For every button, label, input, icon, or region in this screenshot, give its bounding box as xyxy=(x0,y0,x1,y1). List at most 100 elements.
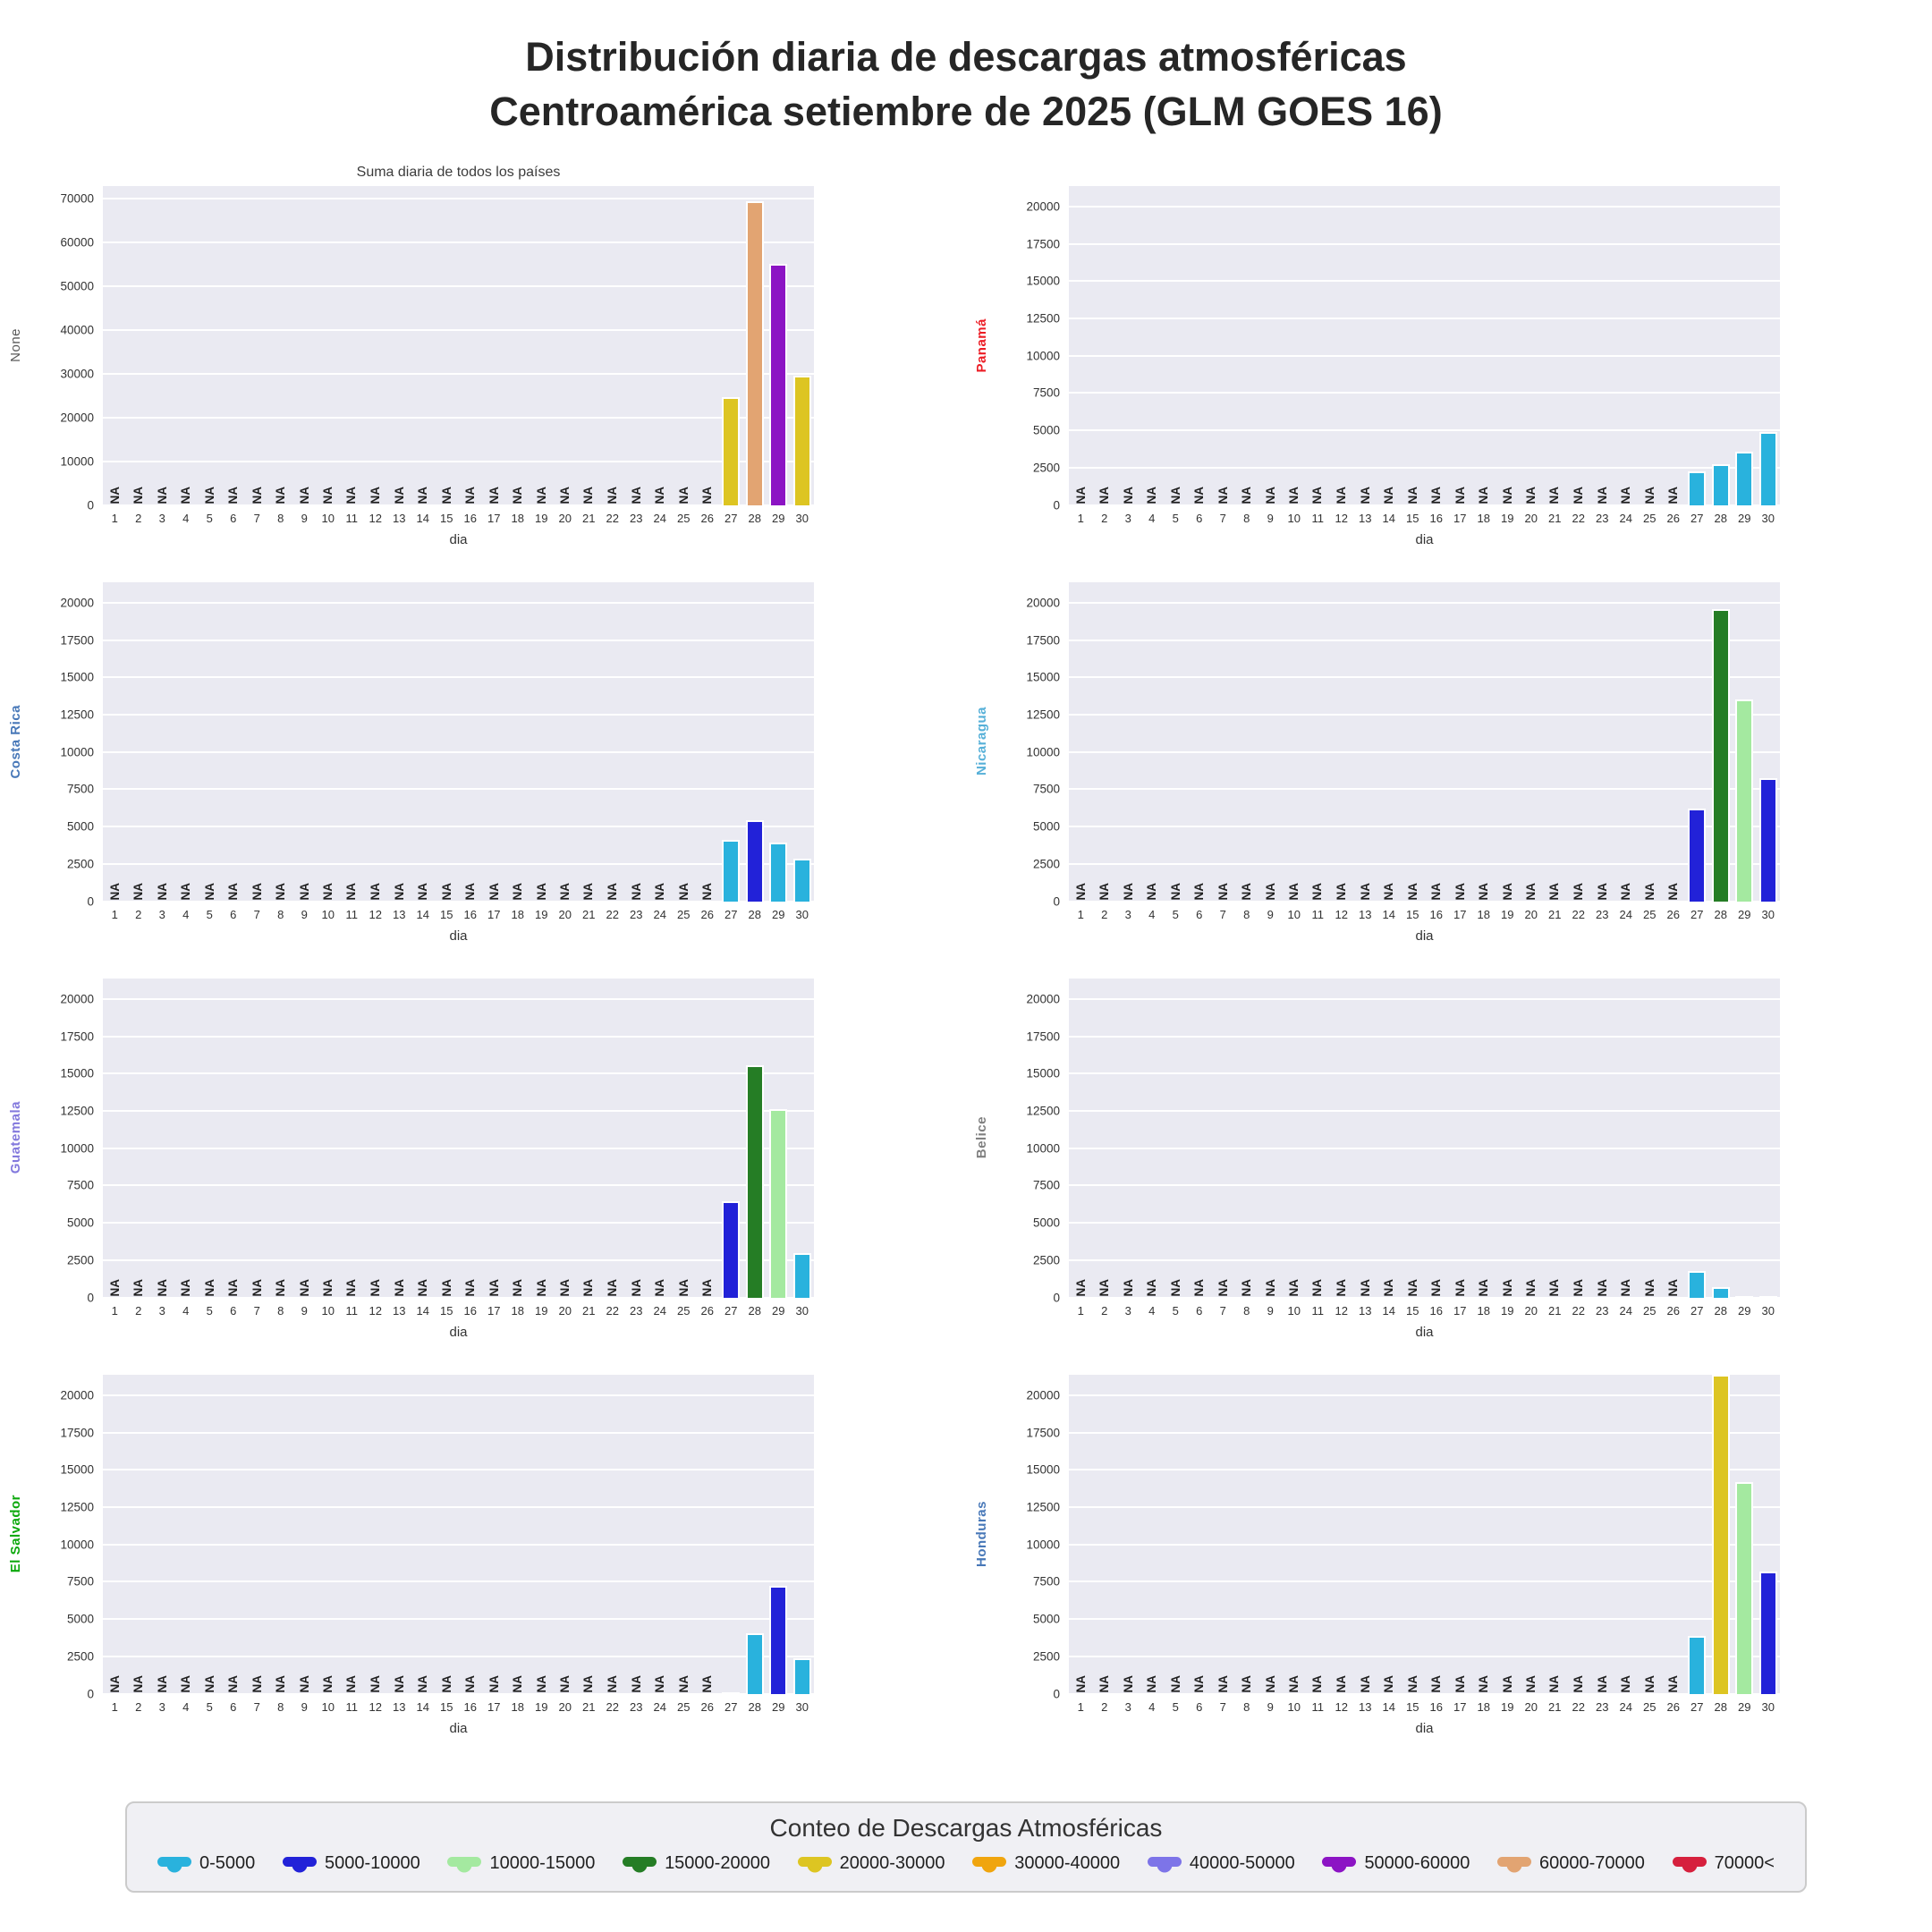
na-label: NA xyxy=(1401,883,1425,901)
na-label-text: NA xyxy=(606,883,619,901)
gridline xyxy=(1069,862,1780,865)
page-title-line1: Distribución diaria de descargas atmosfé… xyxy=(525,34,1407,80)
x-axis-label: dia xyxy=(449,1720,468,1736)
na-label-text: NA xyxy=(155,1675,169,1693)
na-label: NA xyxy=(554,1279,578,1297)
na-label: NA xyxy=(1164,1675,1188,1693)
bar-day-27 xyxy=(722,840,741,902)
subplot-title xyxy=(1069,1348,1780,1375)
na-label-text: NA xyxy=(1618,487,1632,504)
x-tick-label: 12 xyxy=(1335,908,1348,921)
na-label: NA xyxy=(1567,1675,1591,1693)
x-tick-label: 16 xyxy=(1429,512,1443,525)
gridline xyxy=(1069,1258,1780,1261)
y-axis-label-text: Belice xyxy=(974,1116,989,1159)
x-tick-label: 29 xyxy=(772,908,785,921)
x-tick-label: 26 xyxy=(1666,908,1680,921)
y-tick-label: 2500 xyxy=(1032,1649,1060,1664)
na-label: NA xyxy=(672,1279,696,1297)
x-ticks: 1 2 3 4 5 6 7 8 9 10 11 12 13 14 15 16 17 18 19 20 21 22 23 24 2… xyxy=(103,505,814,532)
x-tick-label: 9 xyxy=(1267,1700,1274,1714)
na-label: NA xyxy=(221,1279,245,1297)
na-label: NA xyxy=(1496,487,1520,504)
x-tick-label: 2 xyxy=(1101,908,1108,921)
x-tick-label: 11 xyxy=(1311,1700,1325,1714)
na-label: NA xyxy=(1638,883,1662,901)
na-label: NA xyxy=(127,883,151,901)
gridline xyxy=(103,1184,814,1187)
x-tick-label: 11 xyxy=(1311,1304,1325,1318)
na-label-text: NA xyxy=(1335,487,1348,504)
na-label-text: NA xyxy=(321,1279,335,1297)
legend-marker-dot xyxy=(1506,1857,1522,1873)
bar-day-27 xyxy=(1688,1636,1707,1694)
x-tick-label: 16 xyxy=(463,908,477,921)
x-tick-label: 24 xyxy=(653,1700,666,1714)
na-label: NA xyxy=(1662,1279,1686,1297)
na-label: NA xyxy=(340,1675,364,1693)
y-tick-label: 7500 xyxy=(66,1178,94,1192)
na-label-text: NA xyxy=(1310,883,1325,901)
gridline xyxy=(1069,392,1780,394)
na-label-text: NA xyxy=(1216,883,1230,901)
na-label-text: NA xyxy=(1405,883,1419,901)
na-label: NA xyxy=(1330,487,1354,504)
na-label-text: NA xyxy=(202,1675,216,1693)
x-tick-label: 23 xyxy=(1596,1700,1609,1714)
na-label-text: NA xyxy=(131,487,145,504)
x-tick-label: 3 xyxy=(1124,1304,1131,1318)
na-label: NA xyxy=(1520,487,1544,504)
gridline xyxy=(1069,639,1780,641)
x-tick-label: 29 xyxy=(772,1304,785,1318)
y-axis-label-text: Guatemala xyxy=(8,1101,23,1174)
bar-day-29 xyxy=(769,1585,788,1694)
x-tick-label: 3 xyxy=(158,1304,165,1318)
x-tick-label: 24 xyxy=(1619,1304,1632,1318)
x-tick-label: 8 xyxy=(277,908,284,921)
na-label: NA xyxy=(577,1675,601,1693)
x-tick-label: 15 xyxy=(1406,908,1419,921)
na-label: NA xyxy=(1496,1675,1520,1693)
na-label-text: NA xyxy=(1547,883,1562,901)
na-label: NA xyxy=(1069,1279,1093,1297)
gridline xyxy=(1069,429,1780,432)
x-tick-label: 12 xyxy=(1335,1304,1348,1318)
na-label: NA xyxy=(1614,1675,1638,1693)
x-tick-label: 14 xyxy=(416,1700,429,1714)
x-tick-label: 20 xyxy=(558,1700,572,1714)
na-label: NA xyxy=(1472,1279,1496,1297)
na-label: NA xyxy=(1472,1675,1496,1693)
na-label: NA xyxy=(317,1675,341,1693)
y-tick-label: 20000 xyxy=(60,992,94,1006)
bar-day-27 xyxy=(722,1200,741,1298)
na-label-text: NA xyxy=(1595,487,1609,504)
gridline xyxy=(1069,1222,1780,1224)
x-tick-label: 17 xyxy=(1453,512,1467,525)
na-label: NA xyxy=(364,1279,388,1297)
x-tick-label: 20 xyxy=(1524,1304,1538,1318)
bar-day-27 xyxy=(1688,470,1707,505)
na-label: NA xyxy=(1377,1279,1402,1297)
na-label-text: NA xyxy=(1191,883,1206,901)
y-axis-label: Costa Rica xyxy=(0,582,31,902)
gridline xyxy=(103,1431,814,1434)
na-label: NA xyxy=(435,1675,459,1693)
na-label-text: NA xyxy=(1500,487,1514,504)
na-label: NA xyxy=(1330,1675,1354,1693)
na-label: NA xyxy=(103,1279,127,1297)
na-label-text: NA xyxy=(392,1675,406,1693)
legend-item-5000-10000: 5000-10000 xyxy=(282,1853,420,1875)
na-label-text: NA xyxy=(1572,1279,1585,1297)
na-label-text: NA xyxy=(1429,1279,1443,1297)
x-tick-label: 18 xyxy=(511,908,524,921)
x-tick-label: 1 xyxy=(111,1700,118,1714)
legend-marker-icon xyxy=(972,1853,1007,1875)
x-tick-label: 5 xyxy=(1172,908,1179,921)
na-label: NA xyxy=(387,883,411,901)
na-label-text: NA xyxy=(155,883,169,901)
x-tick-label: 9 xyxy=(301,1700,308,1714)
x-ticks: 1 2 3 4 5 6 7 8 9 10 11 12 13 14 15 16 17 18 19 20 21 22 23 24 2… xyxy=(103,1694,814,1721)
plot-area: NA NA NA NA NA NA NA NA NA NA NA NA NA NA NA NA NA NA NA NA… xyxy=(1069,581,1780,902)
legend-items: 0-5000 5000-10000 10000-15000 15000-20000 20… xyxy=(157,1853,1775,1875)
na-label-text: NA xyxy=(463,487,477,504)
